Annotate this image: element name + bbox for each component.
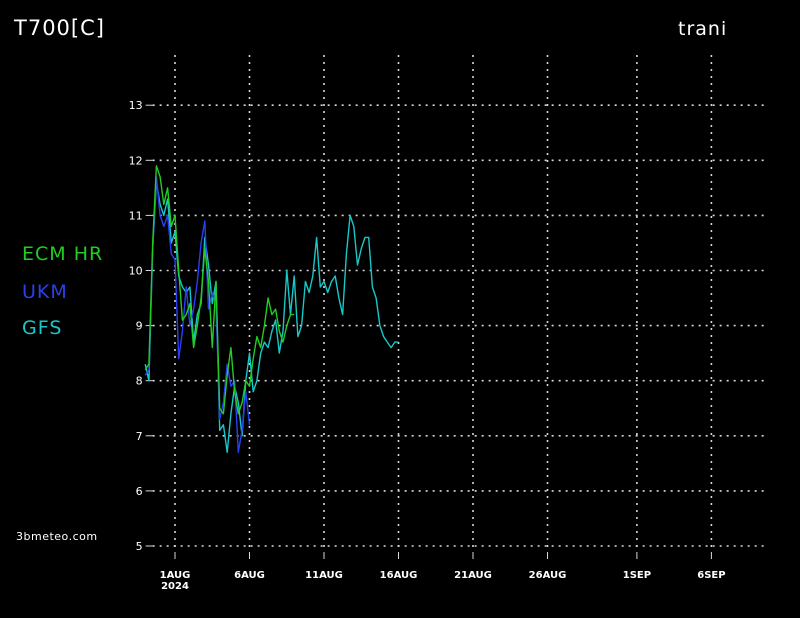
y-tick-label: 8 xyxy=(136,375,143,388)
x-tick-label: 21AUG xyxy=(454,570,492,581)
x-tick-label: 1AUG xyxy=(160,570,191,581)
y-tick-label: 10 xyxy=(129,265,143,278)
source-credit: 3bmeteo.com xyxy=(16,530,98,543)
legend-item-ecm-hr: ECM HR xyxy=(22,243,104,265)
x-tick-label: 11AUG xyxy=(305,570,343,581)
y-tick-label: 7 xyxy=(136,430,143,443)
y-tick-label: 13 xyxy=(129,99,143,112)
legend-item-gfs: GFS xyxy=(22,317,63,339)
legend-item-ukm: UKM xyxy=(22,281,68,303)
y-tick-label: 11 xyxy=(129,209,143,222)
y-tick-label: 9 xyxy=(136,320,143,333)
x-tick-label: 6SEP xyxy=(697,570,725,581)
y-tick-label: 12 xyxy=(129,154,143,167)
y-tick-label: 5 xyxy=(136,540,143,553)
x-tick-label: 26AUG xyxy=(529,570,567,581)
y-tick-label: 6 xyxy=(136,485,143,498)
x-tick-label: 16AUG xyxy=(380,570,418,581)
x-tick-label: 6AUG xyxy=(234,570,265,581)
series-line-ukm xyxy=(144,176,251,453)
x-tick-year-label: 2024 xyxy=(161,581,189,592)
series-line-ecm-hr xyxy=(144,165,295,415)
chart-title: T700[C] xyxy=(14,16,105,40)
location-label: trani xyxy=(678,18,728,40)
x-tick-label: 1SEP xyxy=(623,570,651,581)
series-line-gfs xyxy=(144,181,399,453)
